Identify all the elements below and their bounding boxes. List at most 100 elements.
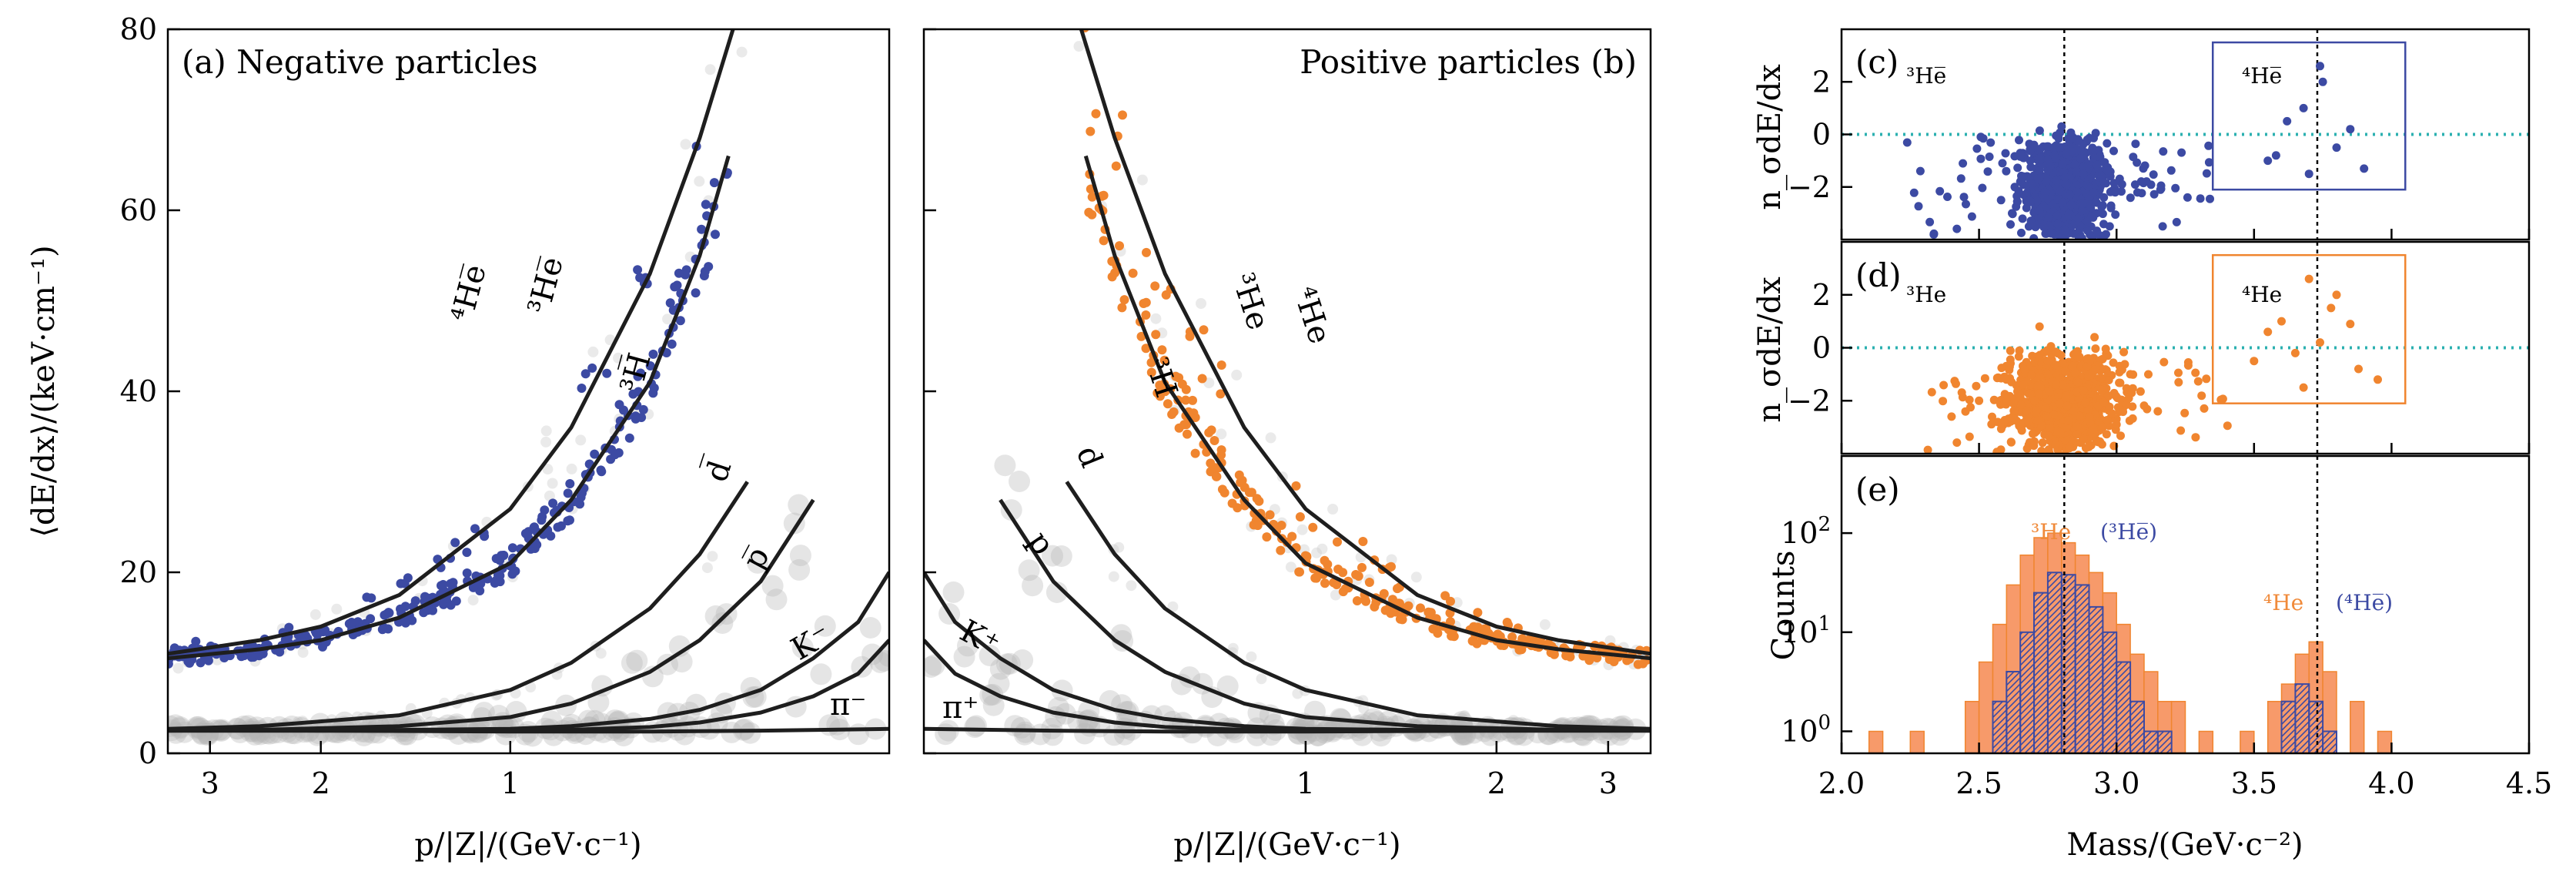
- particle-point: [665, 298, 675, 308]
- particle-point: [1117, 303, 1127, 313]
- band-dot: [1116, 709, 1138, 732]
- n-sigma-point: [1962, 199, 1970, 209]
- n-sigma-point: [2073, 214, 2083, 223]
- band-dot: [1246, 651, 1257, 662]
- band-dot: [788, 494, 810, 516]
- n-sigma-point-4he: [2263, 327, 2273, 337]
- particle-point: [410, 596, 420, 606]
- y-tick-label-a: 40: [120, 374, 157, 408]
- n-sigma-point: [2103, 166, 2112, 175]
- bar-3he: [2198, 730, 2214, 753]
- y-tick-label-d: 0: [1812, 331, 1831, 365]
- n-sigma-point: [2204, 158, 2213, 167]
- x-tick-label-a: 3: [201, 766, 219, 800]
- n-sigma-point: [2089, 153, 2098, 163]
- particle-point: [1308, 522, 1318, 532]
- band-dot: [982, 694, 1005, 716]
- n-sigma-point: [2223, 421, 2232, 431]
- bar-anti3he: [2019, 631, 2036, 753]
- particle-point: [1197, 374, 1207, 384]
- particle-point: [548, 498, 558, 508]
- n-sigma-point: [2098, 210, 2107, 219]
- curve-label-b-6: π⁺: [942, 690, 979, 726]
- band-dot: [1113, 541, 1125, 553]
- x-tick-label-e: 4.5: [2506, 766, 2552, 800]
- curve-1: [168, 155, 731, 661]
- band-dot: [788, 558, 811, 581]
- band-dot: [869, 651, 889, 673]
- n-sigma-point: [2061, 179, 2069, 188]
- n-sigma-point: [2089, 424, 2098, 434]
- n-sigma-point: [1957, 388, 1966, 397]
- n-sigma-point: [2191, 368, 2200, 377]
- band-dot: [953, 645, 975, 668]
- n-sigma-point-4he: [2316, 62, 2324, 71]
- n-sigma-point: [2026, 146, 2035, 156]
- n-sigma-point: [2035, 126, 2044, 136]
- particle-point: [1358, 537, 1368, 546]
- band-dot: [957, 635, 979, 657]
- particle-point: [648, 349, 658, 359]
- band-dot: [540, 425, 552, 437]
- n-sigma-point: [2101, 344, 2110, 354]
- particle-point: [1353, 572, 1363, 581]
- particle-point: [1234, 470, 1244, 480]
- band-dot: [680, 139, 691, 150]
- n-sigma-point: [2044, 431, 2053, 441]
- n-sigma-point: [2128, 414, 2137, 423]
- n-sigma-point: [1975, 396, 1984, 405]
- n-sigma-point-4he: [2316, 338, 2324, 347]
- particle-point: [1244, 488, 1254, 498]
- n-sigma-point: [2058, 381, 2067, 390]
- n-sigma-point: [2110, 184, 2119, 193]
- n-sigma-point: [1909, 188, 1919, 197]
- n-sigma-point: [2006, 359, 2015, 368]
- band-dot: [525, 682, 537, 692]
- n-sigma-point: [1983, 167, 1992, 176]
- particle-point: [1276, 545, 1286, 555]
- n-sigma-point-4he: [2318, 77, 2327, 86]
- band-dot: [540, 436, 552, 448]
- band-dot: [1073, 41, 1085, 52]
- n-sigma-point: [2065, 444, 2074, 453]
- band-dot: [1042, 545, 1063, 567]
- particle-point: [1099, 236, 1109, 246]
- bar-3he: [2350, 700, 2365, 753]
- x-tick-label-e: 3.0: [2093, 766, 2139, 800]
- n-sigma-point: [2008, 209, 2016, 218]
- n-sigma-point: [2045, 448, 2054, 454]
- n-sigma-point: [2009, 406, 2019, 415]
- particle-point: [400, 602, 410, 612]
- n-sigma-point-4he: [2290, 348, 2300, 357]
- band-dot: [859, 617, 882, 639]
- panel-d: −2 0 2 (d) ³He ⁴He n_σdE/dx: [1752, 240, 2531, 455]
- n-sigma-point: [2042, 346, 2052, 355]
- band-dot: [331, 603, 343, 615]
- n-sigma-point: [1923, 445, 1932, 454]
- n-sigma-point: [2042, 176, 2051, 186]
- n-sigma-point: [2142, 177, 2151, 186]
- n-sigma-point: [2002, 166, 2011, 176]
- n-sigma-point: [1935, 186, 1945, 196]
- particle-point: [1549, 649, 1559, 659]
- particle-point: [462, 568, 472, 578]
- curves-a: [168, 29, 889, 734]
- band-dot: [1311, 547, 1323, 558]
- band-dot: [1327, 504, 1339, 515]
- band-dot: [736, 46, 748, 58]
- band-dot: [988, 672, 1010, 695]
- n-sigma-point: [2015, 346, 2024, 355]
- particle-point: [1163, 399, 1173, 409]
- n-sigma-point: [1952, 438, 1962, 448]
- n-sigma-point: [2046, 228, 2056, 237]
- particle-point: [1352, 596, 1362, 605]
- frame-e: [1840, 454, 2531, 755]
- particle-point: [1139, 299, 1149, 308]
- n-sigma-point: [2073, 430, 2082, 439]
- particle-point: [633, 265, 643, 275]
- n-sigma-point: [2000, 416, 2009, 424]
- n-sigma-point-4he: [2354, 364, 2363, 374]
- n-sigma-point: [2097, 171, 2106, 180]
- n-sigma-point: [2174, 377, 2183, 387]
- n-sigma-point: [1967, 212, 1976, 221]
